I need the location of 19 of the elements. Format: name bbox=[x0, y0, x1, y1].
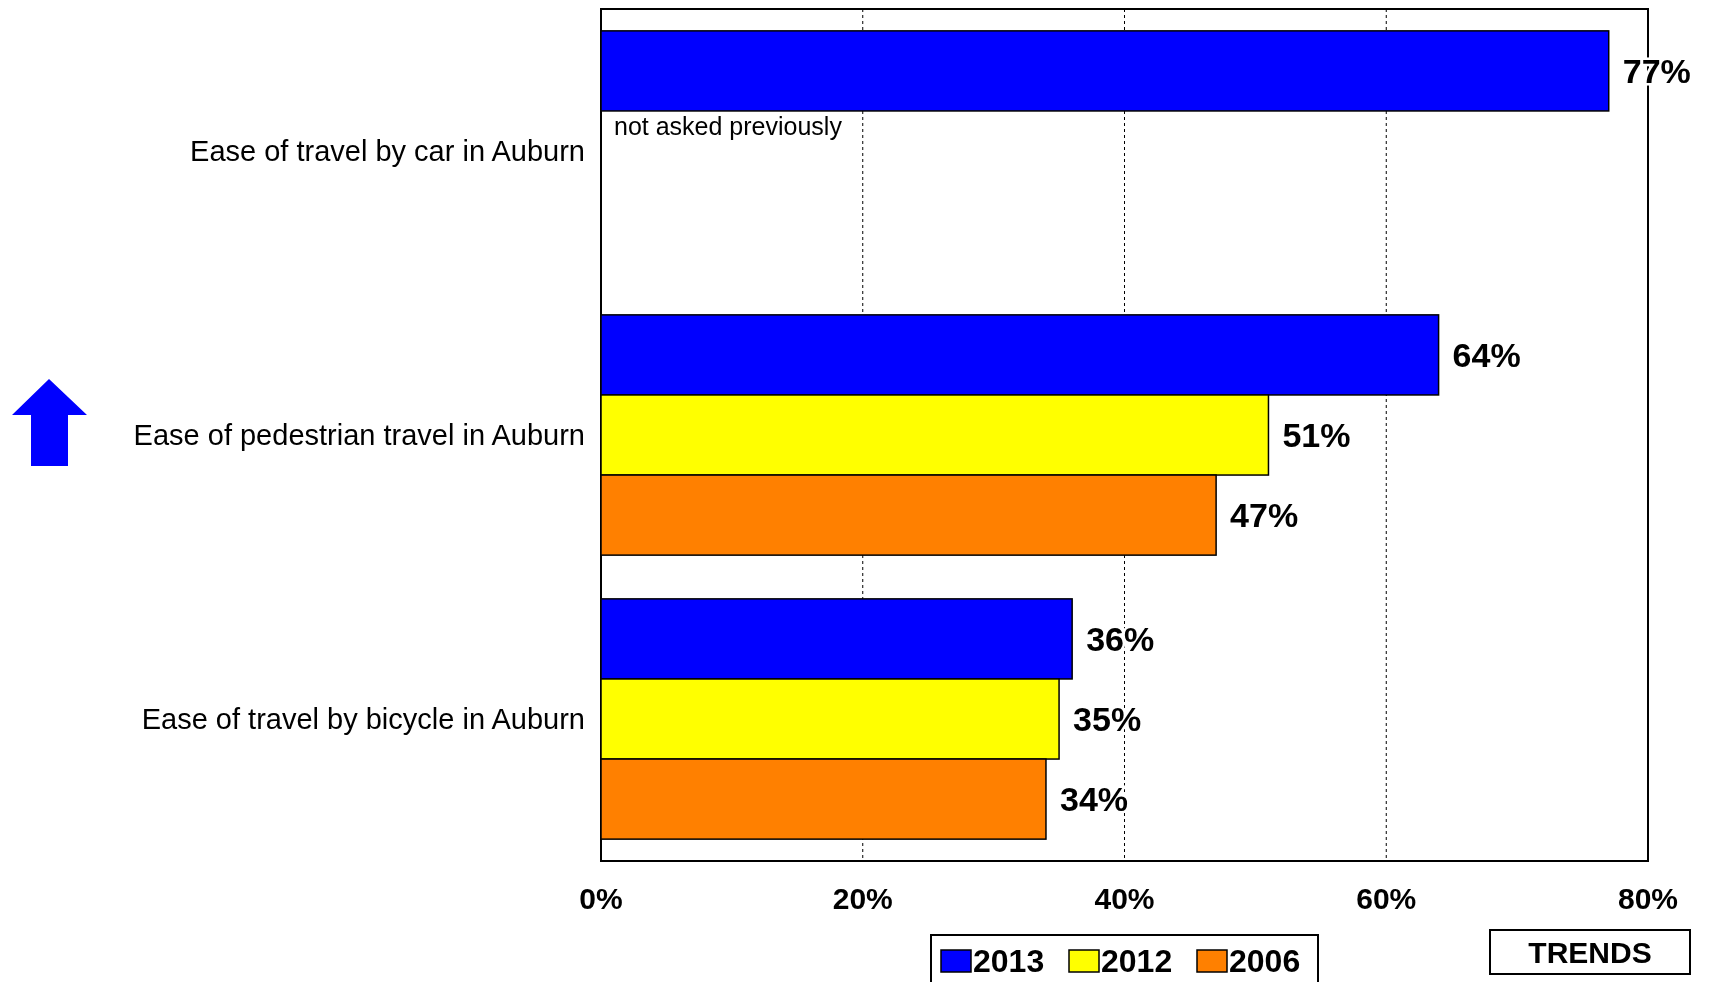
x-tick-label: 0% bbox=[579, 882, 623, 915]
y-tick-label: Ease of travel by car in Auburn bbox=[190, 135, 585, 168]
x-tick-label: 60% bbox=[1356, 882, 1417, 915]
y-tick-label: Ease of travel by bicycle in Auburn bbox=[141, 703, 585, 736]
legend-label: 2013 bbox=[973, 943, 1045, 980]
annotation: not asked previously bbox=[614, 111, 843, 140]
legend-label: 2012 bbox=[1101, 943, 1173, 980]
data-label: 35% bbox=[1073, 699, 1142, 738]
x-tick-label: 40% bbox=[1094, 882, 1155, 915]
data-label: 36% bbox=[1086, 619, 1155, 658]
legend-label: 2006 bbox=[1229, 943, 1301, 980]
x-tick-label: 80% bbox=[1617, 882, 1679, 915]
data-label: 51% bbox=[1282, 415, 1351, 454]
x-tick-label: 20% bbox=[832, 882, 893, 915]
y-tick-label: Ease of pedestrian travel in Auburn bbox=[133, 419, 585, 452]
data-label: 64% bbox=[1452, 335, 1521, 374]
text: TRENDS bbox=[1528, 935, 1652, 969]
data-label: 34% bbox=[1059, 779, 1129, 818]
data-label: 47% bbox=[1230, 495, 1299, 534]
